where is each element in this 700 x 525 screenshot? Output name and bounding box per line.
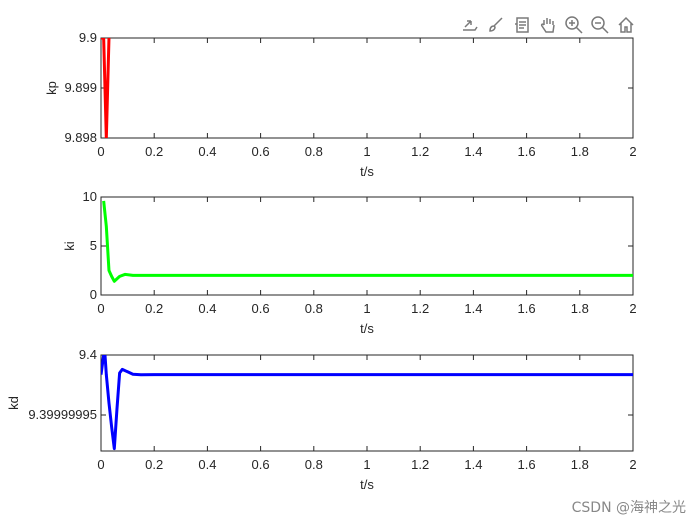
x-tick-label-kp: 1 [363, 144, 370, 159]
axes-box-ki [100, 196, 634, 296]
watermark: CSDN @海神之光 [571, 500, 686, 516]
x-tick-label-ki: 0.2 [145, 301, 163, 316]
x-tick-label-kd: 0.6 [252, 457, 270, 472]
figure-toolbar [458, 12, 638, 38]
series-line-ki [102, 200, 633, 283]
x-tick-label-ki: 0 [97, 301, 104, 316]
x-tick-label-ki: 0.4 [198, 301, 216, 316]
x-tick-label-kd: 0.4 [198, 457, 216, 472]
series-line-kd [101, 355, 633, 451]
pan-icon[interactable] [536, 13, 560, 37]
y-tick-label-kd: 9.4 [79, 347, 97, 362]
y-axis-label-kd: kd [6, 396, 21, 410]
x-tick-label-kd: 1.4 [464, 457, 482, 472]
x-tick-label-kp: 0.4 [198, 144, 216, 159]
x-tick-label-ki: 0.6 [252, 301, 270, 316]
y-tick-label-kd: 9.39999995 [28, 407, 97, 422]
x-tick-label-kp: 1.4 [464, 144, 482, 159]
x-tick-label-ki: 0.8 [305, 301, 323, 316]
y-tick-label-kp: 9.898 [64, 130, 97, 145]
x-axis-label-kp: t/s [360, 164, 374, 179]
x-tick-label-kd: 1.6 [518, 457, 536, 472]
x-tick-label-kp: 1.6 [518, 144, 536, 159]
x-tick-label-kd: 2 [629, 457, 636, 472]
y-tick-label-kp: 9.9 [79, 30, 97, 45]
x-tick-label-kd: 0.8 [305, 457, 323, 472]
x-tick-label-kd: 1 [363, 457, 370, 472]
x-tick-label-kp: 2 [629, 144, 636, 159]
x-tick-label-kp: 0.2 [145, 144, 163, 159]
y-tick-label-ki: 0 [90, 287, 97, 302]
x-tick-label-kp: 0.8 [305, 144, 323, 159]
x-axis-label-kd: t/s [360, 477, 374, 492]
series-line-kp [101, 38, 111, 138]
axes-box-kd [100, 354, 634, 452]
y-tick-label-ki: 10 [83, 189, 97, 204]
data-tip-icon[interactable] [510, 13, 534, 37]
x-tick-label-kd: 1.2 [411, 457, 429, 472]
zoom-in-icon[interactable] [562, 13, 586, 37]
export-icon[interactable] [458, 13, 482, 37]
y-axis-label-kp: kp [44, 81, 59, 95]
x-tick-label-ki: 2 [629, 301, 636, 316]
axes-box-kp [100, 37, 634, 139]
x-tick-label-kd: 0 [97, 457, 104, 472]
brush-icon[interactable] [484, 13, 508, 37]
x-tick-label-ki: 1 [363, 301, 370, 316]
x-tick-label-ki: 1.8 [571, 301, 589, 316]
x-tick-label-kp: 0 [97, 144, 104, 159]
x-tick-label-kp: 1.2 [411, 144, 429, 159]
x-tick-label-ki: 1.4 [464, 301, 482, 316]
x-tick-label-kd: 1.8 [571, 457, 589, 472]
x-tick-label-kp: 0.6 [252, 144, 270, 159]
home-icon[interactable] [614, 13, 638, 37]
x-tick-label-kp: 1.8 [571, 144, 589, 159]
x-axis-label-ki: t/s [360, 321, 374, 336]
x-tick-label-ki: 1.2 [411, 301, 429, 316]
zoom-out-icon[interactable] [588, 13, 612, 37]
x-tick-label-ki: 1.6 [518, 301, 536, 316]
y-axis-label-ki: ki [62, 241, 77, 251]
y-tick-label-ki: 5 [90, 238, 97, 253]
x-tick-label-kd: 0.2 [145, 457, 163, 472]
y-tick-label-kp: 9.899 [64, 80, 97, 95]
